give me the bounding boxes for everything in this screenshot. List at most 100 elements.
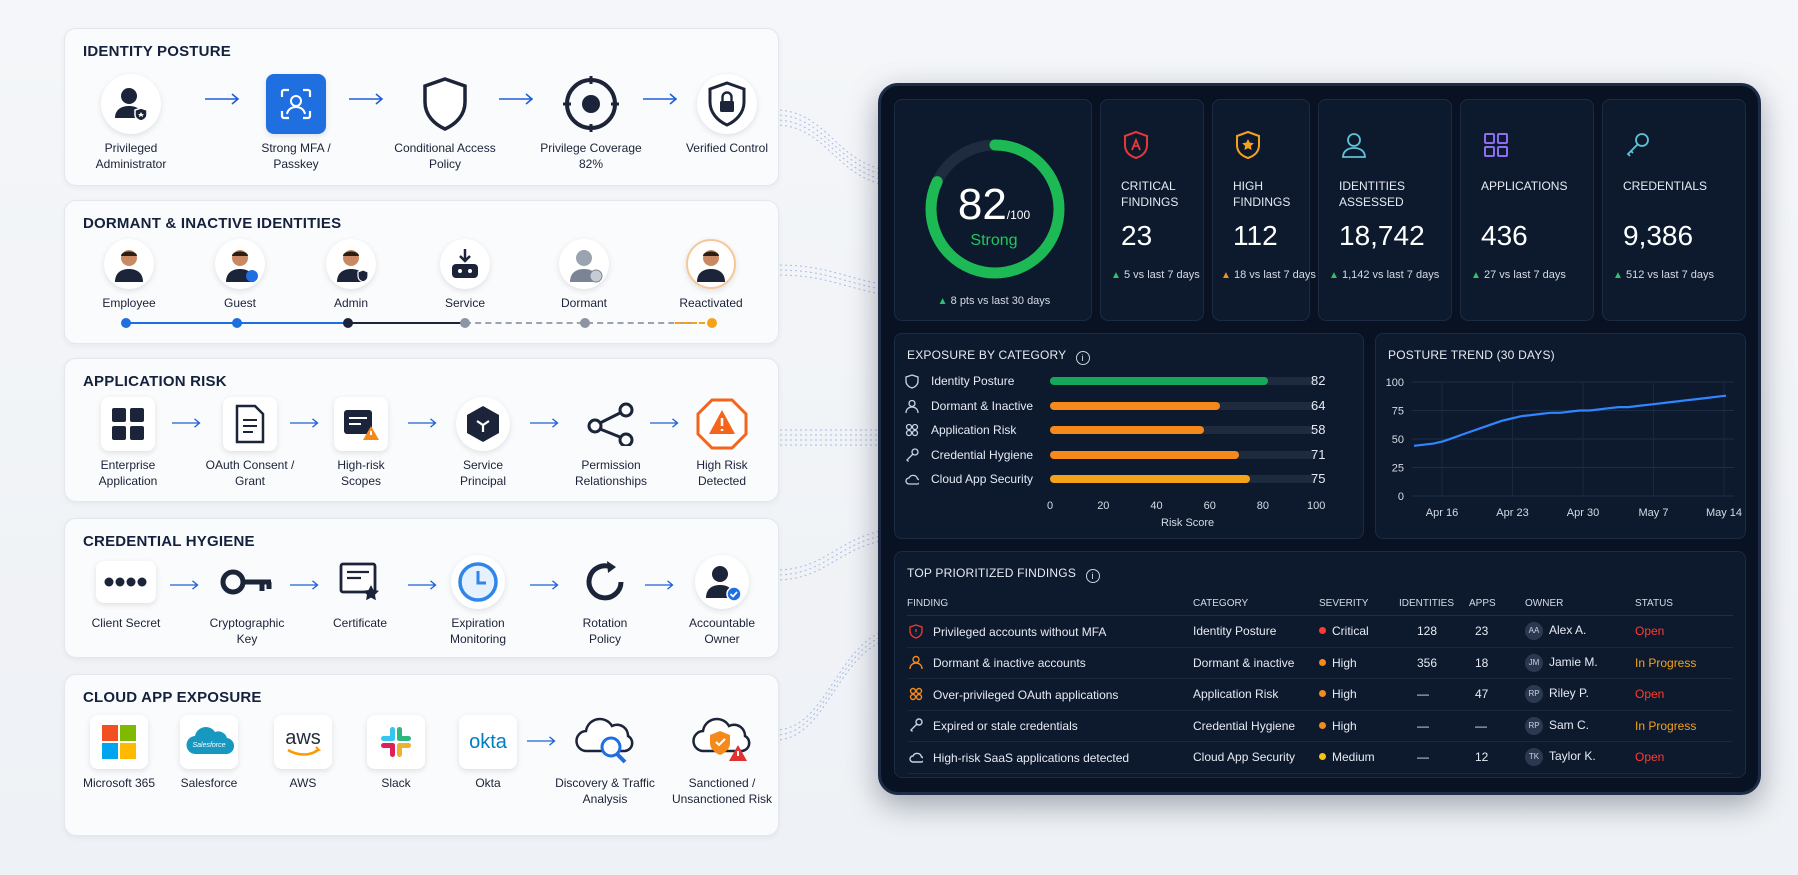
- info-icon[interactable]: i: [1075, 351, 1090, 365]
- scopes-warning-icon: [334, 397, 388, 451]
- flow-discovery-traffic: Discovery & Traffic Analysis: [545, 709, 665, 807]
- col-finding[interactable]: FINDING: [907, 592, 1193, 616]
- finding-cell: —: [1469, 710, 1525, 742]
- score-max: /100: [1006, 208, 1031, 222]
- kpi-delta: ▲ 512 vs last 7 days: [1613, 269, 1714, 281]
- exposure-row[interactable]: Credential Hygiene 71: [905, 446, 1345, 466]
- finding-row[interactable]: Dormant & inactive accounts Dormant & ina…: [907, 647, 1733, 679]
- app-microsoft-365: Microsoft 365: [59, 715, 179, 791]
- flow-rotation-policy: Rotation Policy: [545, 555, 665, 647]
- identity-dormant: Dormant: [524, 239, 644, 311]
- col-owner[interactable]: OWNER: [1525, 592, 1635, 616]
- shield-star-icon: [1236, 130, 1260, 160]
- finding-owner[interactable]: Alex A.: [1549, 623, 1587, 638]
- security-dashboard: 82/100 Strong ▲ 8 pts vs last 30 days CR…: [878, 83, 1761, 795]
- arrow-icon: [170, 580, 199, 590]
- finding-status[interactable]: Open: [1635, 750, 1665, 765]
- kpi-applications[interactable]: APPLICATIONS 436 ▲ 27 vs last 7 days: [1460, 99, 1594, 321]
- arrow-icon: [499, 93, 534, 105]
- finding-row[interactable]: High-risk SaaS applications detected Clou…: [907, 741, 1733, 774]
- finding-cell: Over-privileged OAuth applications: [907, 678, 1193, 711]
- exposure-x-tick: 20: [1097, 500, 1110, 512]
- finding-cell: JM Jamie M.: [1525, 647, 1635, 679]
- finding-status[interactable]: Open: [1635, 624, 1665, 639]
- finding-cell: High: [1319, 678, 1399, 711]
- col-identities[interactable]: IDENTITIES: [1399, 592, 1469, 616]
- finding-row[interactable]: Over-privileged OAuth applications Applic…: [907, 678, 1733, 711]
- finding-owner[interactable]: Riley P.: [1549, 686, 1589, 701]
- owner-avatar: TK: [1525, 748, 1543, 767]
- arrow-icon: [349, 93, 384, 105]
- flow-label: Cryptographic Key: [209, 616, 285, 646]
- kpi-delta-text: 18 vs last 7 days: [1233, 269, 1316, 281]
- flow-label: Expiration Monitoring: [449, 616, 507, 646]
- finding-owner[interactable]: Jamie M.: [1549, 654, 1598, 669]
- face-scan-icon: [266, 74, 326, 134]
- exposure-row[interactable]: Dormant & Inactive 64: [905, 397, 1345, 417]
- posture-score-card[interactable]: 82/100 Strong ▲ 8 pts vs last 30 days: [894, 99, 1092, 321]
- flow-label: Verified Control: [685, 141, 769, 155]
- arrow-icon: [290, 580, 319, 590]
- kpi-high-findings[interactable]: HIGH FINDINGS 112 ▲ 18 vs last 7 days: [1212, 99, 1316, 321]
- kpi-delta-text: 1,142 vs last 7 days: [1341, 269, 1440, 281]
- target-icon: [561, 74, 621, 134]
- exposure-by-category-card: EXPOSURE BY CATEGORY i Identity Posture 8…: [894, 333, 1364, 539]
- trend-up-icon: ▲: [1613, 270, 1623, 281]
- finding-owner[interactable]: Taylor K.: [1549, 749, 1596, 764]
- finding-status[interactable]: Open: [1635, 687, 1665, 702]
- finding-owner[interactable]: Sam C.: [1549, 717, 1590, 732]
- flow-certificate: Certificate: [300, 561, 420, 631]
- arrow-icon: [527, 736, 556, 746]
- finding-category: Identity Posture: [1193, 624, 1277, 639]
- col-apps[interactable]: APPS: [1469, 592, 1525, 616]
- finding-cell: —: [1399, 741, 1469, 774]
- shield-a-icon: [1124, 130, 1148, 160]
- certificate-icon: [330, 561, 390, 603]
- kpi-critical-findings[interactable]: CRITICAL FINDINGS 23 ▲ 5 vs last 7 days: [1100, 99, 1204, 321]
- x-tick-label: May 7: [1639, 507, 1669, 519]
- kpi-delta: ▲ 5 vs last 7 days: [1111, 269, 1200, 281]
- user-icon: [905, 399, 919, 413]
- finding-row[interactable]: Expired or stale credentials Credential H…: [907, 710, 1733, 742]
- info-icon[interactable]: i: [1085, 569, 1100, 583]
- exposure-x-tick: 100: [1307, 500, 1326, 512]
- x-tick-label: Apr 16: [1426, 507, 1458, 519]
- exposure-title-text: EXPOSURE BY CATEGORY: [907, 348, 1067, 362]
- flow-conditional-access: Conditional Access Policy: [385, 74, 505, 172]
- severity-dot: [1319, 690, 1326, 698]
- finding-row[interactable]: Privileged accounts without MFA Identity …: [907, 615, 1733, 648]
- kpi-value: 23: [1121, 220, 1153, 251]
- exposure-bar: [1050, 401, 1221, 410]
- kpi-identities-assessed[interactable]: IDENTITIES ASSESSED 18,742 ▲ 1,142 vs la…: [1318, 99, 1452, 321]
- kpi-delta-text: 27 vs last 7 days: [1483, 269, 1566, 281]
- rotation-icon: [578, 555, 632, 609]
- exposure-x-tick: 80: [1256, 500, 1270, 512]
- severity-dot: [1319, 753, 1326, 761]
- finding-status[interactable]: In Progress: [1635, 655, 1697, 670]
- finding-cell: AA Alex A.: [1525, 615, 1635, 648]
- identity-guest: Guest: [180, 239, 300, 311]
- flow-label: Strong MFA / Passkey: [261, 141, 331, 171]
- exposure-row[interactable]: Identity Posture 82: [905, 372, 1345, 392]
- top-findings-card: TOP PRIORITIZED FINDINGS i FINDING CATEG…: [894, 551, 1746, 778]
- finding-status[interactable]: In Progress: [1635, 718, 1697, 733]
- flow-privileged-admin: Privileged Administrator: [71, 74, 191, 172]
- col-severity[interactable]: SEVERITY: [1319, 592, 1399, 616]
- dormant-inactive-panel: DORMANT & INACTIVE IDENTITIES Employee G…: [64, 200, 779, 344]
- exposure-row[interactable]: Cloud App Security 75: [905, 470, 1345, 490]
- kpi-credentials[interactable]: CREDENTIALS 9,386 ▲ 512 vs last 7 days: [1602, 99, 1746, 321]
- lifecycle-dot: [343, 318, 353, 328]
- flow-label: Discovery & Traffic Analysis: [555, 776, 655, 806]
- score-label: Strong: [970, 232, 1018, 249]
- panel-title: CLOUD APP EXPOSURE: [83, 689, 262, 706]
- kpi-value: 112: [1233, 220, 1278, 251]
- trend-up-icon: ▲: [937, 296, 948, 307]
- col-category[interactable]: CATEGORY: [1193, 592, 1319, 616]
- score-delta-text: 8 pts vs last 30 days: [950, 295, 1051, 307]
- x-tick-label: May 14: [1706, 507, 1742, 519]
- exposure-row[interactable]: Application Risk 58: [905, 421, 1345, 441]
- flow-label: Conditional Access Policy: [394, 141, 496, 171]
- exposure-title: EXPOSURE BY CATEGORY i: [907, 348, 1090, 365]
- col-status[interactable]: STATUS: [1635, 592, 1733, 616]
- arrow-icon: [172, 418, 201, 428]
